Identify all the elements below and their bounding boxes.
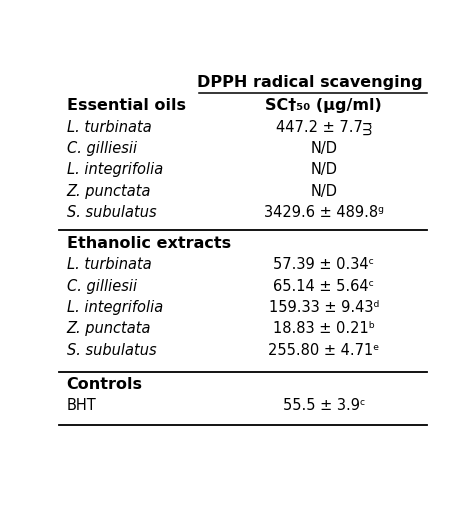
Text: L. turbinata: L. turbinata	[66, 120, 151, 134]
Text: 55.5 ± 3.9ᶜ: 55.5 ± 3.9ᶜ	[283, 397, 365, 413]
Text: BHT: BHT	[66, 397, 96, 413]
Text: 255.80 ± 4.71ᵉ: 255.80 ± 4.71ᵉ	[268, 343, 379, 358]
Text: Controls: Controls	[66, 377, 143, 391]
Text: S. subulatus: S. subulatus	[66, 343, 156, 358]
Text: 3429.6 ± 489.8ᵍ: 3429.6 ± 489.8ᵍ	[264, 205, 384, 220]
Text: 447.2 ± 7.7ᴟ: 447.2 ± 7.7ᴟ	[276, 120, 372, 135]
Text: N/D: N/D	[310, 162, 337, 177]
Text: C. gilliesii: C. gilliesii	[66, 141, 137, 156]
Text: 65.14 ± 5.64ᶜ: 65.14 ± 5.64ᶜ	[273, 278, 374, 294]
Text: L. turbinata: L. turbinata	[66, 257, 151, 272]
Text: Ethanolic extracts: Ethanolic extracts	[66, 236, 231, 251]
Text: S. subulatus: S. subulatus	[66, 205, 156, 220]
Text: Z. punctata: Z. punctata	[66, 184, 151, 199]
Text: L. integrifolia: L. integrifolia	[66, 300, 163, 315]
Text: DPPH radical scavenging: DPPH radical scavenging	[197, 75, 423, 90]
Text: 18.83 ± 0.21ᵇ: 18.83 ± 0.21ᵇ	[273, 321, 375, 336]
Text: N/D: N/D	[310, 184, 337, 199]
Text: N/D: N/D	[310, 141, 337, 156]
Text: 159.33 ± 9.43ᵈ: 159.33 ± 9.43ᵈ	[269, 300, 379, 315]
Text: 57.39 ± 0.34ᶜ: 57.39 ± 0.34ᶜ	[273, 257, 374, 272]
Text: SC†₅₀ (μg/ml): SC†₅₀ (μg/ml)	[265, 98, 382, 113]
Text: C. gilliesii: C. gilliesii	[66, 278, 137, 294]
Text: L. integrifolia: L. integrifolia	[66, 162, 163, 177]
Text: Essential oils: Essential oils	[66, 98, 186, 113]
Text: Z. punctata: Z. punctata	[66, 321, 151, 336]
